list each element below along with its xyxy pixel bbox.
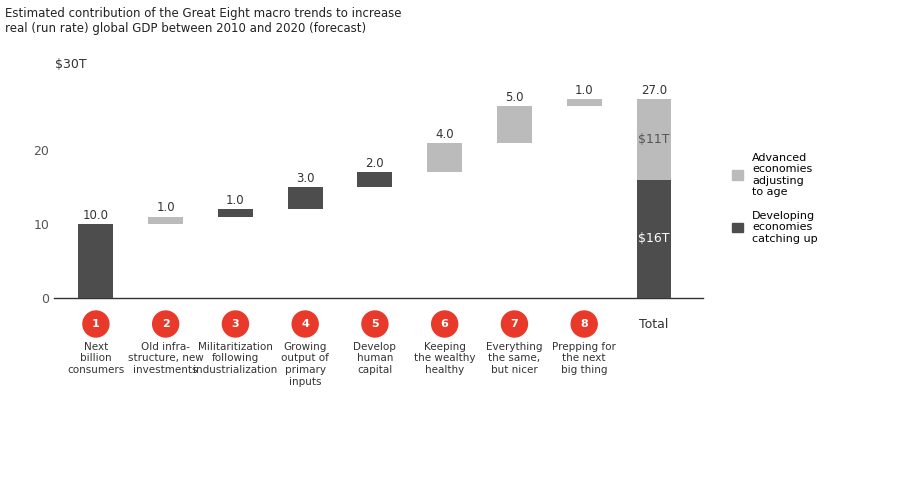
Text: Total: Total xyxy=(640,317,669,331)
Text: 1.0: 1.0 xyxy=(226,194,245,207)
Bar xyxy=(636,180,671,298)
Text: 10.0: 10.0 xyxy=(83,209,109,222)
Text: 5: 5 xyxy=(371,319,378,329)
Bar xyxy=(287,187,323,209)
Text: Estimated contribution of the Great Eight macro trends to increase: Estimated contribution of the Great Eigh… xyxy=(5,7,401,20)
Text: 1.0: 1.0 xyxy=(575,84,594,96)
Text: 1: 1 xyxy=(92,319,100,329)
Bar xyxy=(636,99,671,180)
Text: 3.0: 3.0 xyxy=(296,172,314,185)
Legend: Advanced
economies
adjusting
to age, Developing
economies
catching up: Advanced economies adjusting to age, Dev… xyxy=(728,148,823,248)
Text: Next
billion
consumers: Next billion consumers xyxy=(68,342,124,375)
Text: Growing
output of
primary
inputs: Growing output of primary inputs xyxy=(281,342,329,386)
Text: 2: 2 xyxy=(162,319,169,329)
Text: Prepping for
the next
big thing: Prepping for the next big thing xyxy=(552,342,616,375)
Text: $11T: $11T xyxy=(638,133,669,146)
Text: Militaritization
following
industrialization: Militaritization following industrializa… xyxy=(194,342,278,375)
Text: Old infra-
structure, new
investments: Old infra- structure, new investments xyxy=(128,342,204,375)
Text: Everything
the same,
but nicer: Everything the same, but nicer xyxy=(487,342,542,375)
Text: Develop
human
capital: Develop human capital xyxy=(353,342,396,375)
Text: $16T: $16T xyxy=(638,232,669,245)
Text: Keeping
the wealthy
healthy: Keeping the wealthy healthy xyxy=(414,342,476,375)
Text: 6: 6 xyxy=(441,319,449,329)
Bar xyxy=(567,99,602,106)
Text: 8: 8 xyxy=(580,319,588,329)
Bar xyxy=(497,106,532,143)
Text: 3: 3 xyxy=(232,319,240,329)
Text: 1.0: 1.0 xyxy=(157,202,175,215)
Text: 4: 4 xyxy=(301,319,309,329)
Text: 5.0: 5.0 xyxy=(505,91,523,104)
Bar xyxy=(218,209,253,216)
Text: 2.0: 2.0 xyxy=(366,157,384,170)
Text: 27.0: 27.0 xyxy=(641,84,667,96)
Text: 7: 7 xyxy=(511,319,518,329)
Text: $30T: $30T xyxy=(56,58,87,71)
Bar xyxy=(78,224,114,298)
Bar xyxy=(149,216,183,224)
Bar xyxy=(427,143,462,172)
Text: real (run rate) global GDP between 2010 and 2020 (forecast): real (run rate) global GDP between 2010 … xyxy=(5,22,366,35)
Bar xyxy=(358,172,392,187)
Text: 4.0: 4.0 xyxy=(435,128,454,141)
